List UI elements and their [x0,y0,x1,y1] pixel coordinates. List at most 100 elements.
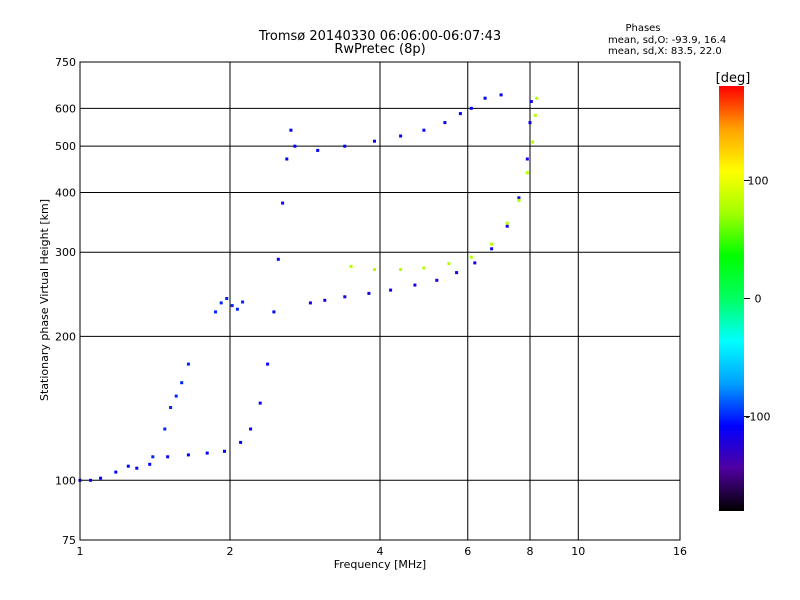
data-point [531,140,535,144]
x-tick-label: 16 [673,545,687,558]
y-tick-label: 300 [55,246,76,259]
data-point [180,381,184,385]
data-point [241,300,245,304]
data-point [349,265,353,268]
x-tick-label: 8 [527,545,534,558]
chart-title: Tromsø 20140330 06:06:00-06:07:43 [258,29,501,44]
x-tick-label: 6 [464,545,471,558]
phases-o-stats: mean, sd,O: -93.9, 16.4 [608,35,726,46]
colorbar-ticks: 100 0 -100 [744,174,771,424]
data-point [422,266,426,270]
y-axis-label: Stationary phase Virtual Height [km] [38,199,51,401]
x-tick-label: 2 [227,545,234,558]
data-point [367,291,371,295]
x-tick-label: 10 [571,545,585,558]
data-point [533,113,537,117]
y-tick-label: 75 [62,534,76,547]
data-point [399,134,403,138]
data-point [169,406,173,409]
plot-frame [79,61,681,541]
data-point [249,427,253,431]
colorbar-tick-label: 100 [748,174,769,187]
data-point [266,362,270,366]
scatter-points [78,93,539,482]
data-point [323,298,327,302]
data-point [525,171,529,175]
data-point [163,427,167,431]
x-axis-label: Frequency [MHz] [334,558,426,571]
data-point [490,247,494,251]
data-point [469,106,473,110]
grid-lines [80,62,680,540]
data-point [258,401,262,405]
data-point [316,148,320,152]
data-point [166,455,170,459]
data-point [214,310,217,314]
data-point [289,128,293,132]
data-point [505,224,509,228]
data-point [126,464,130,468]
y-tick-label: 200 [55,330,76,343]
data-point [89,478,93,482]
data-point [483,96,487,100]
data-point [135,466,139,470]
data-point [148,462,152,466]
data-point [525,157,529,161]
data-point [230,304,234,308]
data-point [343,144,347,148]
colorbar [719,86,744,511]
data-point [186,453,190,457]
data-point [223,449,226,453]
data-point [447,262,451,266]
x-axis-ticks: 1 2 4 6 8 10 16 [77,545,688,558]
data-point [389,288,393,292]
data-point [239,440,243,444]
colorbar-tick-label: -100 [746,411,771,424]
y-tick-label: 500 [55,140,76,153]
data-point [276,257,280,261]
data-point [399,268,403,271]
y-tick-label: 600 [55,102,76,115]
data-point [458,112,462,116]
data-point [435,278,439,282]
data-point [455,271,459,275]
data-point [281,201,285,205]
y-axis-ticks: 75 100 200 300 400 500 600 750 [55,56,76,547]
data-point [174,394,178,398]
data-point [529,100,533,103]
data-point [114,470,118,474]
data-point [99,476,103,480]
data-point [272,310,276,314]
data-point [473,261,477,265]
phases-x-stats: mean, sd,X: 83.5, 22.0 [608,46,722,57]
data-point [528,121,532,125]
colorbar-label: [deg] [716,71,751,86]
data-point [373,268,376,271]
x-tick-label: 1 [77,545,84,558]
data-point [469,255,473,259]
data-point [308,301,312,305]
chart-subtitle: RwPretec (8p) [334,42,425,57]
y-tick-label: 100 [55,474,76,487]
data-point [293,144,297,148]
colorbar-tick-label: 0 [755,293,762,306]
data-point [285,157,289,161]
data-point [413,283,417,287]
data-point [443,121,447,125]
data-point [535,96,539,100]
y-tick-label: 750 [55,56,76,69]
data-point [151,455,155,459]
data-point [343,295,347,299]
y-tick-label: 400 [55,186,76,199]
data-point [235,307,239,311]
data-point [499,93,503,97]
data-point [490,242,494,246]
data-point [517,196,521,200]
data-point [422,128,426,132]
phases-header: Phases [625,23,660,34]
data-point [186,362,190,366]
x-tick-label: 4 [377,545,384,558]
data-point [373,139,376,143]
data-point [225,297,229,300]
